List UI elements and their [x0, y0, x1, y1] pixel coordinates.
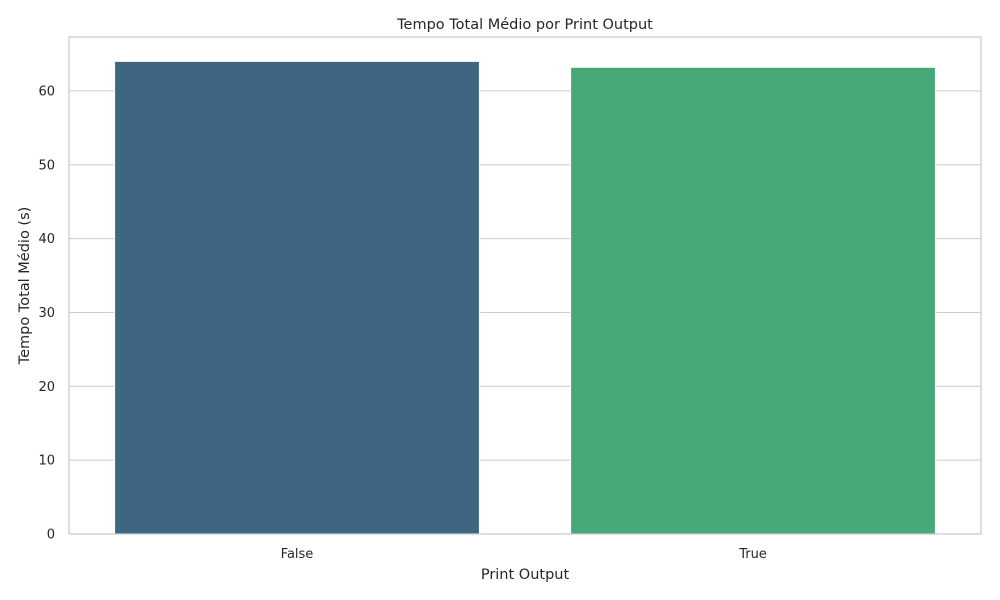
y-tick-label: 10: [38, 454, 55, 469]
y-tick-label: 20: [38, 380, 55, 395]
x-tick-label: False: [281, 547, 314, 562]
y-axis-label: Tempo Total Médio (s): [17, 207, 33, 366]
y-tick-label: 30: [38, 306, 55, 321]
bar-false: [114, 60, 480, 535]
y-tick-label: 40: [38, 232, 55, 247]
plot-frame: [68, 36, 982, 535]
x-axis-label: Print Output: [481, 567, 570, 583]
y-tick-label: 50: [38, 158, 55, 173]
bars: [114, 60, 936, 535]
y-tick-label: 0: [47, 528, 55, 543]
x-tick-labels: False True: [281, 547, 767, 562]
y-tick-label: 60: [38, 84, 55, 99]
bar-true: [570, 66, 936, 535]
x-tick-label: True: [738, 547, 767, 562]
y-tick-labels: 0 10 20 30 40 50 60: [38, 84, 55, 542]
chart-title: Tempo Total Médio por Print Output: [396, 17, 653, 33]
